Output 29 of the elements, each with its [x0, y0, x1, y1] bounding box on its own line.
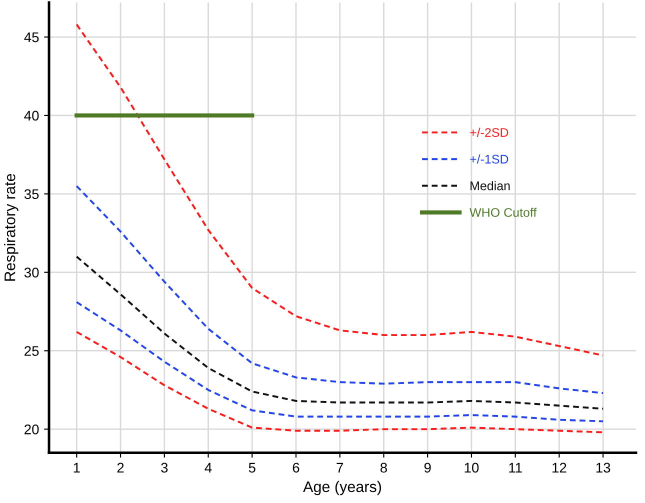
x-tick-label: 8 [380, 462, 387, 473]
x-tick-label: 2 [117, 462, 124, 472]
y-tick-label: 20 [24, 424, 39, 434]
y-tick-label: 45 [24, 32, 39, 42]
line-series [76, 256, 604, 410]
legend-label: Median [470, 181, 510, 190]
x-tick-label: 1 [74, 462, 80, 472]
x-tick-label: 11 [509, 462, 522, 472]
line-series [76, 24, 604, 356]
x-tick-label: 9 [424, 462, 431, 473]
x-tick-label: 5 [248, 462, 256, 473]
x-tick-label: 7 [336, 462, 344, 472]
y-tick-label: 40 [24, 110, 39, 121]
line-series [76, 301, 604, 422]
legend-label: +/-1SD [470, 154, 508, 164]
x-axis-title: Age (years) [303, 480, 382, 496]
legend-label: +/-2SD [470, 128, 508, 137]
y-tick-label: 35 [24, 189, 39, 200]
x-tick-label: 12 [552, 462, 566, 472]
y-tick-label: 25 [24, 346, 39, 356]
x-tick-label: 4 [204, 462, 212, 472]
x-tick-label: 10 [464, 462, 479, 473]
y-axis-title: Respiratory rate [4, 174, 18, 281]
legend-label: WHO Cutoff [470, 208, 537, 217]
x-tick-label: 6 [292, 462, 300, 473]
y-tick-label: 30 [24, 268, 39, 278]
x-tick-label: 3 [161, 462, 168, 473]
line-series [76, 330, 604, 434]
x-tick-label: 13 [596, 462, 610, 473]
